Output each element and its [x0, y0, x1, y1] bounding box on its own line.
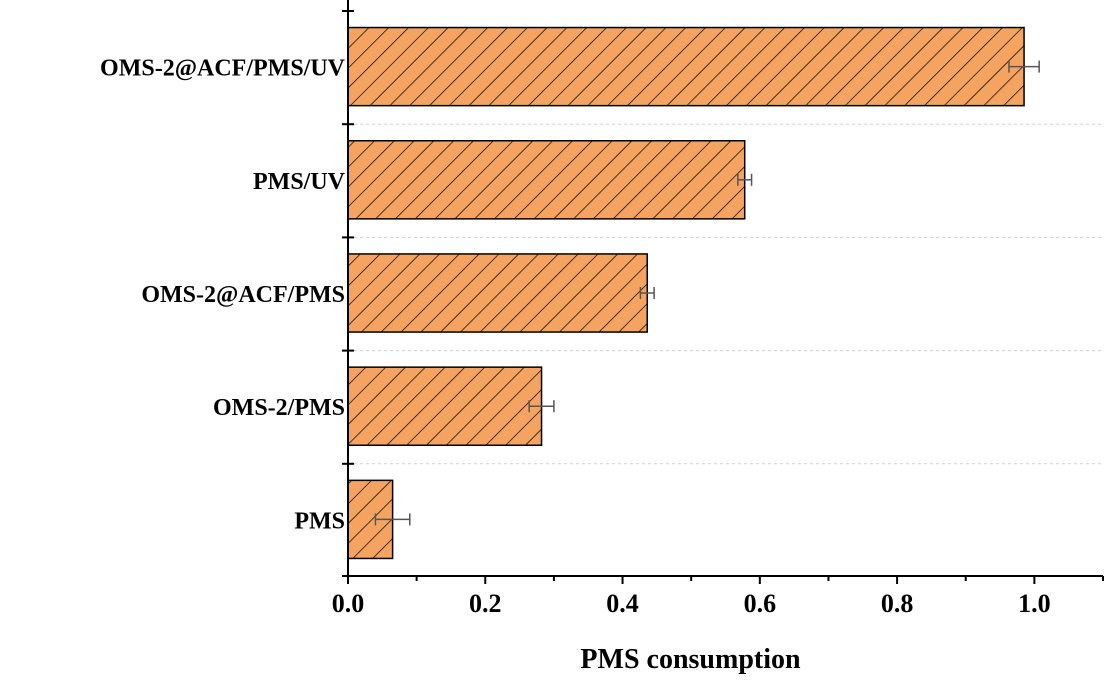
x-tick-label: 0.4 [606, 589, 639, 618]
y-tick-label: OMS-2@ACF/PMS [141, 282, 345, 308]
x-tick-label: 0.6 [744, 589, 777, 618]
error-bars-layer [374, 60, 1040, 526]
error-bar [374, 513, 411, 526]
x-tick-label: 0.2 [469, 589, 502, 618]
error-bar [528, 400, 555, 413]
x-tick-label: 0.8 [881, 589, 914, 618]
x-axis-title: PMS consumption [580, 644, 801, 675]
y-tick-label: PMS [294, 508, 345, 534]
x-tick-label: 0.0 [332, 589, 365, 618]
error-bar [737, 173, 753, 186]
error-bar [1008, 60, 1040, 73]
labels-layer: OMS-2@ACF/PMS/UV PMS/UV OMS-2@ACF/PMS OMS-2… [100, 56, 1051, 618]
bar-oms-2-pms [347, 366, 543, 447]
bar-oms-2-acf-pms [347, 253, 649, 333]
bar-pms-uv [347, 139, 746, 220]
y-tick-label: OMS-2@ACF/PMS/UV [100, 56, 346, 82]
y-tick-label: OMS-2/PMS [213, 395, 345, 421]
bar-oms-2-acf-pms-uv [347, 26, 1025, 107]
x-tick-label: 1.0 [1018, 589, 1051, 618]
axes-layer [342, 0, 1104, 584]
bars-layer [347, 26, 1025, 560]
y-tick-label: PMS/UV [253, 169, 346, 195]
error-bar [639, 287, 655, 299]
